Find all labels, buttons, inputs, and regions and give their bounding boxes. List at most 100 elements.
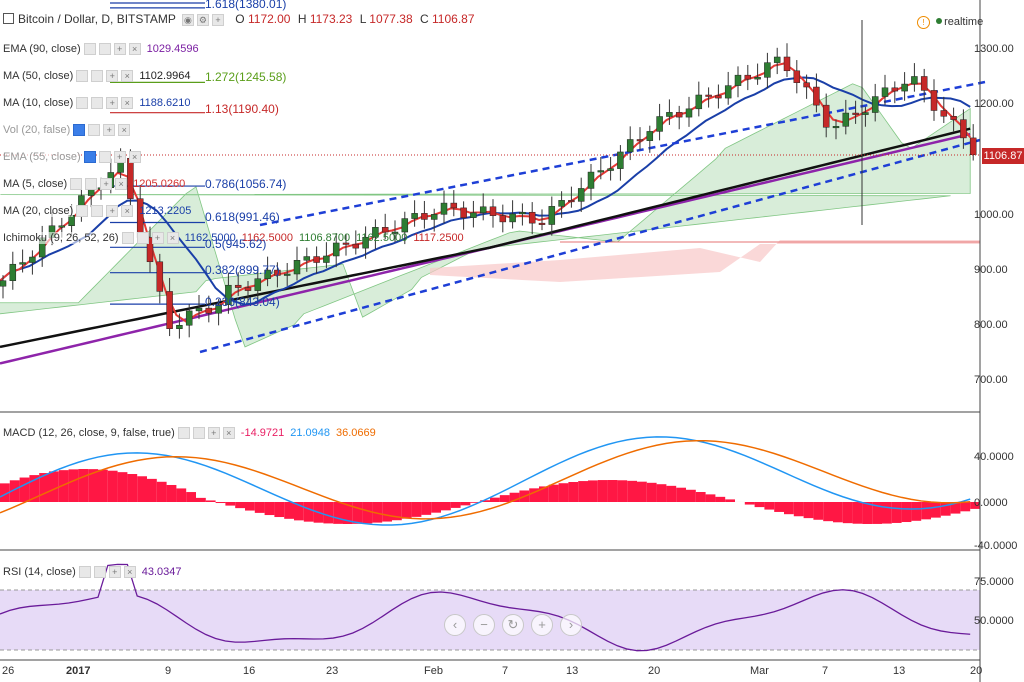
candle-body [646,131,654,141]
macd-histogram-bar [754,502,765,508]
eye-icon[interactable]: ◉ [181,14,194,26]
add-icon: + [207,427,220,439]
settings-icon [98,151,111,163]
macd-histogram-bar [744,502,755,505]
eye-icon [76,205,89,217]
candle-body [509,213,516,223]
macd-histogram-bar [490,497,500,502]
candle-body [715,95,722,99]
macd-histogram-bar [607,480,618,502]
reset-chart-button[interactable]: ↻ [502,614,524,636]
rsi-line [0,563,971,652]
candle-body [489,206,497,216]
candle-body [607,168,614,171]
scroll-left-button[interactable]: ‹ [444,614,466,636]
indicator-ichimoku[interactable]: Ichimoku (9, 26, 52, 26) + × 1162.5000 116… [3,232,464,244]
indicator-ma10[interactable]: MA (10, close) + × 1188.6210 [3,97,191,109]
macd-histogram-bar [950,502,961,514]
candle-body [969,137,977,156]
indicator-value: 1213.2205 [139,205,192,217]
macd-histogram-bar [529,488,539,502]
candle-body [724,85,732,99]
price-tick: 800.00 [974,319,1008,331]
time-tick: 7 [502,665,509,677]
candle-body [332,242,340,257]
eye-icon [73,124,86,136]
candle-body [832,126,840,129]
signal-line-value: 36.0669 [336,427,376,439]
macd-histogram-bar [715,496,726,502]
time-tick: 7 [822,665,829,677]
macd-histogram-bar [921,502,931,520]
time-tick: 20 [970,665,983,677]
add-icon: + [103,124,116,136]
macd-histogram-bar [470,502,481,503]
rsi-label[interactable]: RSI (14, close) + × 43.0347 [3,566,182,578]
indicator-value: 1188.6210 [139,97,191,109]
fib-level-label: 0.382(899.77) [205,263,280,277]
candle-body [352,243,360,249]
candle-body [764,62,771,78]
candle-body [597,170,605,173]
fib-level-label: 0.786(1056.74) [205,177,287,191]
indicator-ema90[interactable]: EMA (90, close) + × 1029.4596 [3,43,199,55]
indicator-vol20[interactable]: Vol (20, false) + × [3,124,131,136]
indicator-ma20[interactable]: MA (20, close) + × 1213.2205 [3,205,192,217]
candle-body [803,82,810,88]
indicator-ma50[interactable]: MA (50, close) + × 1102.9964 [3,70,191,82]
collapse-icon[interactable] [3,13,14,24]
macd-histogram-bar [147,478,157,502]
candle-body [793,70,801,83]
more-icon[interactable]: + [211,14,224,26]
candle-body [401,218,409,233]
candle-body [940,110,948,117]
macd-histogram-bar [88,469,98,502]
candle-body [283,273,291,276]
macd-histogram-bar [343,502,353,524]
macd-histogram-bar [637,481,647,502]
candle-body [234,284,242,288]
macd-histogram-bar [940,502,951,516]
macd-histogram-bar [568,482,579,502]
macd-histogram-bar [294,502,304,521]
candle-body [362,236,369,249]
zoom-out-button[interactable]: − [473,614,495,636]
macd-label[interactable]: MACD (12, 26, close, 9, false, true) + × -… [3,427,376,439]
candle-body [822,104,830,128]
macd-histogram-bar [29,475,40,502]
candle-body [225,284,232,305]
macd-histogram-bar [401,502,412,519]
macd-histogram-bar [852,502,863,524]
last-price-badge: 1106.87 [982,148,1024,164]
settings-icon[interactable]: ⚙ [196,14,209,26]
candle-body [695,94,703,110]
candle-body [813,86,820,106]
scroll-right-button[interactable]: › [560,614,582,636]
macd-histogram-bar [58,470,69,502]
indicator-ema55[interactable]: EMA (55, close) + × [3,151,141,163]
eye-icon [70,178,83,190]
macd-histogram-bar [166,484,177,502]
candle-body [577,188,585,202]
macd-line-value: 21.0948 [290,427,330,439]
macd-histogram-bar [656,484,667,502]
fib-level-label: 1.272(1245.58) [205,70,287,84]
price-tick: 700.00 [974,374,1008,386]
add-icon: + [106,97,119,109]
candle-body [411,213,418,219]
macd-histogram-bar [107,470,118,502]
rsi-tick: 50.0000 [974,615,1014,627]
indicator-ma5[interactable]: MA (5, close) + × 1205.0260 [3,178,186,190]
macd-histogram-bar [450,502,461,508]
time-tick: 23 [326,665,339,677]
eye-icon [83,151,96,163]
macd-histogram-bar [823,502,833,522]
candle-body [783,56,791,72]
indicator-value: 1106.8700 [298,232,351,244]
zoom-in-button[interactable]: + [531,614,553,636]
candle-body [558,200,565,207]
macd-histogram-bar [460,502,471,506]
rsi-tick: 75.0000 [974,576,1014,588]
macd-histogram-bar [548,484,559,502]
